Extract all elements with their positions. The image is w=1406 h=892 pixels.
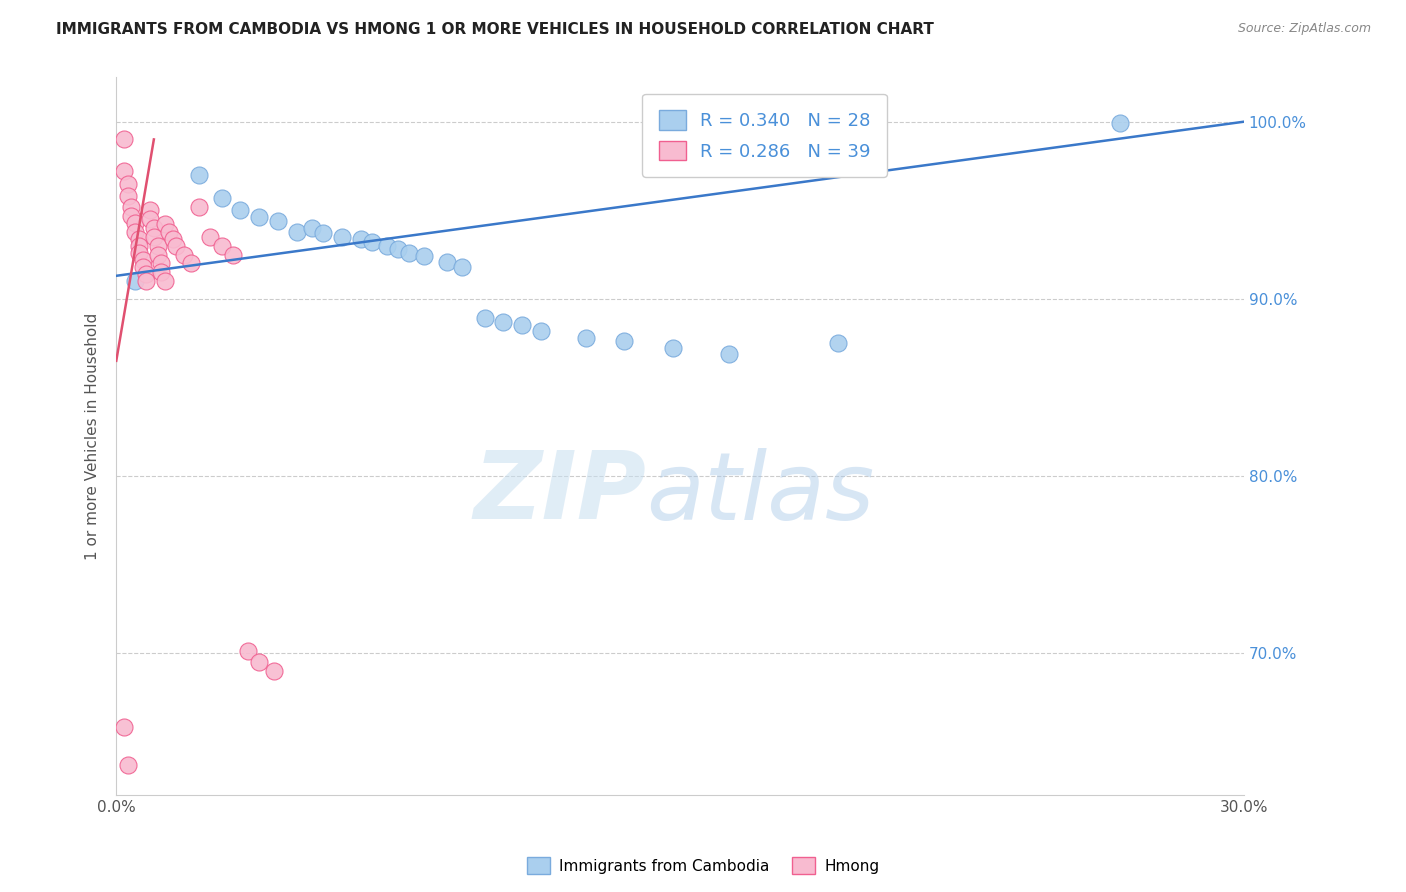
Legend: Immigrants from Cambodia, Hmong: Immigrants from Cambodia, Hmong [520, 851, 886, 880]
Point [510, 318, 533, 333]
Point [827, 336, 849, 351]
Point [349, 231, 371, 245]
Point [188, 168, 211, 182]
Point [117, 189, 139, 203]
Point [474, 311, 496, 326]
Text: atlas: atlas [647, 448, 875, 539]
Point [330, 230, 353, 244]
Point [236, 644, 259, 658]
Point [717, 347, 740, 361]
Point [117, 757, 139, 772]
Point [112, 132, 135, 146]
Point [211, 191, 233, 205]
Point [247, 211, 270, 225]
Point [360, 235, 382, 249]
Point [229, 203, 252, 218]
Point [142, 221, 165, 235]
Point [188, 200, 211, 214]
Point [139, 212, 162, 227]
Point [131, 260, 153, 274]
Y-axis label: 1 or more Vehicles in Household: 1 or more Vehicles in Household [86, 312, 100, 559]
Point [112, 164, 135, 178]
Point [575, 331, 598, 345]
Point [398, 245, 420, 260]
Point [150, 265, 173, 279]
Point [146, 238, 169, 252]
Point [387, 242, 409, 256]
Point [162, 231, 184, 245]
Point [267, 214, 290, 228]
Point [211, 238, 233, 252]
Point [301, 221, 323, 235]
Point [492, 315, 515, 329]
Point [120, 209, 142, 223]
Point [613, 334, 636, 349]
Point [157, 225, 180, 239]
Point [413, 249, 436, 263]
Point [135, 267, 157, 281]
Point [222, 247, 245, 261]
Text: ZIP: ZIP [474, 448, 647, 540]
Point [312, 227, 335, 241]
Point [173, 247, 195, 261]
Point [124, 274, 146, 288]
Text: Source: ZipAtlas.com: Source: ZipAtlas.com [1237, 22, 1371, 36]
Point [142, 230, 165, 244]
Point [117, 177, 139, 191]
Point [661, 342, 683, 356]
Point [200, 230, 222, 244]
Point [120, 200, 142, 214]
Point [153, 274, 176, 288]
Point [165, 238, 187, 252]
Point [112, 720, 135, 734]
Point [150, 256, 173, 270]
Point [128, 245, 150, 260]
Point [124, 225, 146, 239]
Point [263, 664, 285, 678]
Point [135, 274, 157, 288]
Point [247, 655, 270, 669]
Point [285, 225, 308, 239]
Point [124, 216, 146, 230]
Point [128, 231, 150, 245]
Point [451, 260, 474, 274]
Legend: R = 0.340   N = 28, R = 0.286   N = 39: R = 0.340 N = 28, R = 0.286 N = 39 [643, 94, 887, 177]
Point [436, 254, 458, 268]
Point [146, 247, 169, 261]
Point [153, 218, 176, 232]
Point [375, 238, 398, 252]
Point [131, 252, 153, 267]
Text: IMMIGRANTS FROM CAMBODIA VS HMONG 1 OR MORE VEHICLES IN HOUSEHOLD CORRELATION CH: IMMIGRANTS FROM CAMBODIA VS HMONG 1 OR M… [56, 22, 934, 37]
Point [180, 256, 202, 270]
Point [128, 238, 150, 252]
Point [139, 203, 162, 218]
Point [530, 324, 553, 338]
Point [1108, 116, 1130, 130]
